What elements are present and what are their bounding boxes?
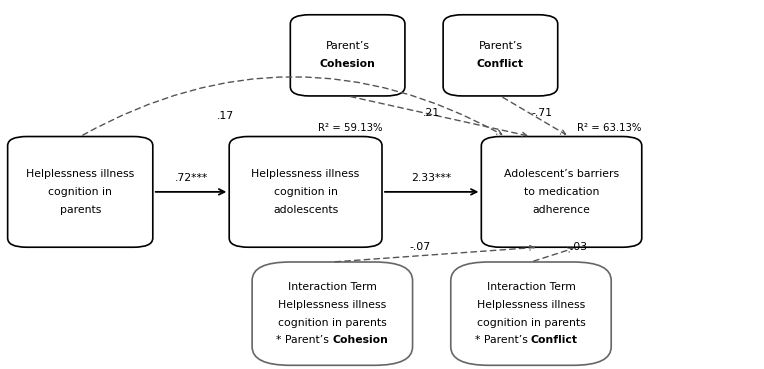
Text: Helplessness illness: Helplessness illness	[26, 169, 134, 179]
Text: cognition in parents: cognition in parents	[278, 317, 387, 328]
Text: Parent’s: Parent’s	[478, 41, 523, 52]
Text: adherence: adherence	[533, 204, 591, 215]
Text: Conflict: Conflict	[531, 335, 578, 345]
Text: * Parent’s: * Parent’s	[474, 335, 531, 345]
Text: R² = 59.13%: R² = 59.13%	[318, 123, 382, 133]
Text: Helplessness illness: Helplessness illness	[278, 300, 387, 310]
Text: cognition in parents: cognition in parents	[477, 317, 585, 328]
FancyBboxPatch shape	[443, 15, 558, 96]
FancyBboxPatch shape	[229, 137, 382, 247]
Text: -.03: -.03	[566, 242, 588, 252]
Text: -.71: -.71	[532, 107, 553, 118]
Text: Helplessness illness: Helplessness illness	[477, 300, 585, 310]
Text: Cohesion: Cohesion	[332, 335, 388, 345]
Text: adolescents: adolescents	[273, 204, 338, 215]
Text: Parent’s: Parent’s	[325, 41, 370, 52]
Text: * Parent’s: * Parent’s	[276, 335, 332, 345]
Text: Interaction Term: Interaction Term	[288, 282, 377, 292]
FancyBboxPatch shape	[481, 137, 642, 247]
Text: parents: parents	[60, 204, 101, 215]
Text: Helplessness illness: Helplessness illness	[251, 169, 360, 179]
Text: R² = 63.13%: R² = 63.13%	[578, 123, 642, 133]
Text: cognition in: cognition in	[48, 187, 112, 197]
Text: 2.33***: 2.33***	[412, 173, 452, 183]
FancyBboxPatch shape	[290, 15, 405, 96]
Text: Adolescent’s barriers: Adolescent’s barriers	[504, 169, 619, 179]
FancyBboxPatch shape	[451, 262, 611, 365]
Text: .17: .17	[217, 111, 234, 121]
Text: cognition in: cognition in	[274, 187, 338, 197]
Text: Interaction Term: Interaction Term	[487, 282, 575, 292]
Text: to medication: to medication	[524, 187, 599, 197]
Text: .21: .21	[423, 107, 440, 118]
Text: -.07: -.07	[410, 242, 431, 252]
Text: Cohesion: Cohesion	[319, 59, 376, 69]
FancyBboxPatch shape	[252, 262, 413, 365]
Text: .72***: .72***	[174, 173, 208, 183]
Text: Conflict: Conflict	[477, 59, 524, 69]
FancyBboxPatch shape	[8, 137, 153, 247]
